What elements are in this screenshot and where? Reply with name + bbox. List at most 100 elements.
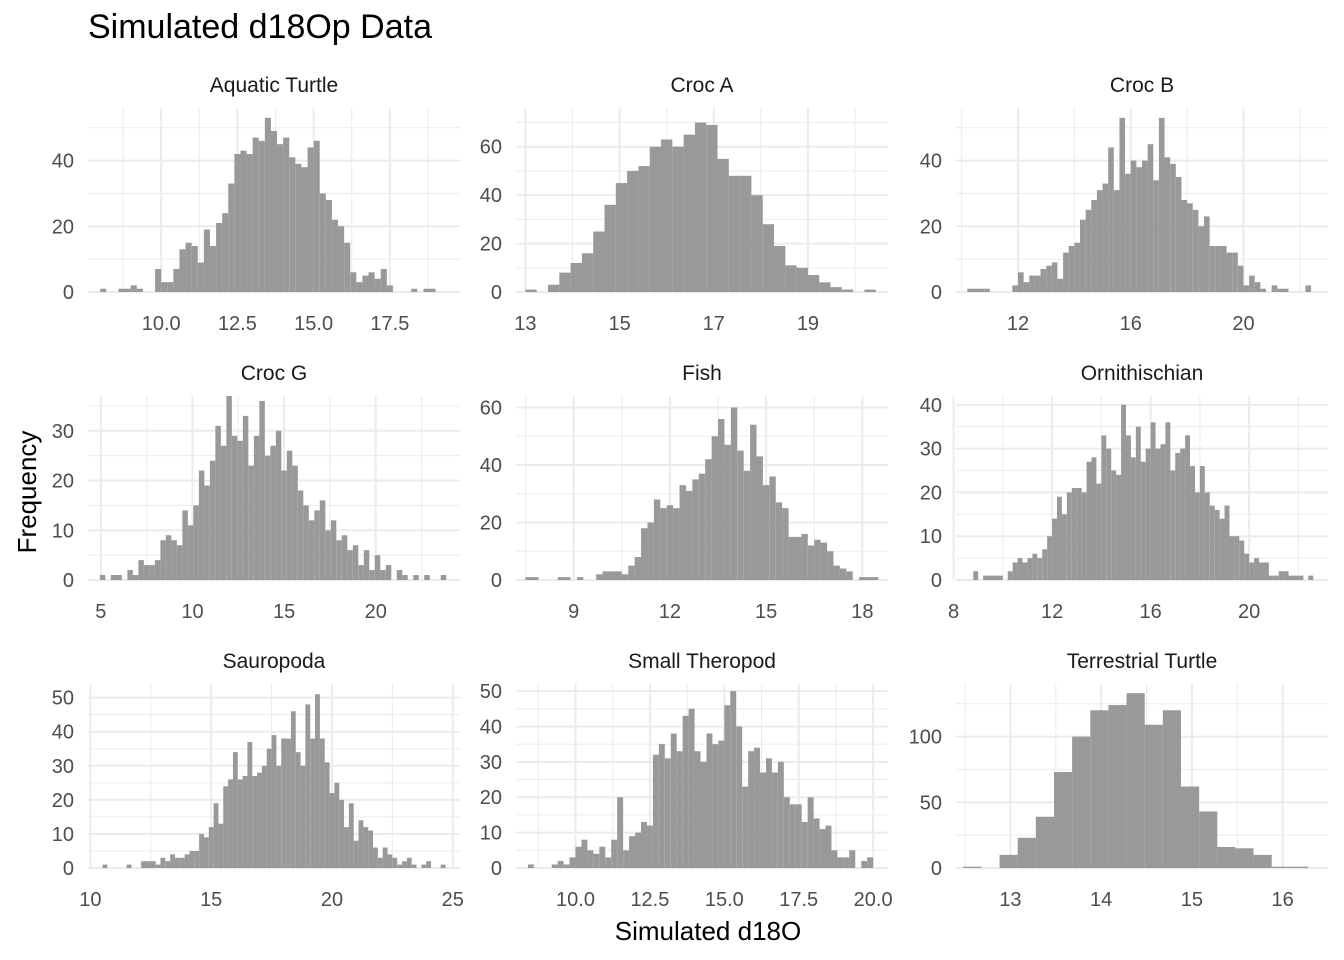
histogram-bar [102, 864, 108, 868]
histogram-bar [264, 455, 271, 580]
histogram-bar [1086, 461, 1092, 580]
histogram-bar [182, 510, 188, 580]
histogram-bar [736, 726, 743, 868]
histogram-bar [334, 782, 340, 868]
histogram-bar [228, 183, 235, 292]
histogram-bar [762, 224, 775, 292]
histogram-bar [277, 144, 284, 292]
y-tick-label: 30 [480, 752, 502, 774]
histogram-bar [706, 124, 718, 293]
histogram-bar [300, 765, 306, 868]
histogram-bar [1165, 422, 1171, 580]
x-tick-label: 15 [608, 313, 630, 335]
histogram-bar [319, 738, 325, 868]
histogram-bar [983, 575, 989, 580]
facet-panel: Terrestrial Turtle 13 14 15 16 0 50 100 [909, 650, 1328, 911]
histogram-bar [1085, 209, 1092, 292]
histogram-bar [525, 577, 533, 580]
histogram-bar [324, 762, 330, 868]
histogram-bar [1111, 470, 1117, 580]
histogram-bar [730, 407, 738, 580]
histogram-bar [1091, 200, 1097, 292]
histogram-bar [289, 157, 296, 292]
x-tick-label: 5 [95, 601, 106, 623]
histogram-bar [575, 846, 582, 868]
histogram-bar [640, 822, 647, 868]
histogram-bar [358, 820, 364, 868]
histogram-bar [329, 793, 335, 868]
panel-title: Fish [682, 362, 722, 385]
histogram-bar [801, 534, 808, 580]
histogram-bar [421, 864, 427, 868]
histogram-bar [649, 146, 662, 292]
histogram-bar [569, 857, 576, 868]
histogram-bar [638, 166, 650, 292]
histogram-bar [1046, 265, 1052, 292]
panel-title: Ornithischian [1081, 362, 1204, 385]
histogram-bar [1080, 219, 1086, 292]
histogram-bar [1022, 562, 1028, 580]
histogram-bar [1192, 209, 1199, 292]
facet-panel: Croc B 12 16 20 0 20 40 [920, 74, 1328, 335]
histogram-bar [664, 758, 671, 868]
histogram-bar [191, 246, 198, 292]
histogram-bar [676, 751, 683, 868]
y-tick-label: 60 [480, 398, 502, 420]
histogram-bar [557, 860, 564, 868]
histogram-bar [1090, 710, 1109, 868]
histogram-bar [167, 282, 174, 292]
histogram-bar [301, 167, 308, 292]
x-tick-label: 17.5 [370, 313, 409, 335]
histogram-bar [170, 854, 175, 868]
histogram-bar [1116, 474, 1122, 580]
histogram-bar [155, 864, 161, 868]
histogram-bar [629, 836, 636, 868]
histogram-bar [396, 570, 403, 580]
histogram-bar [387, 854, 393, 868]
histogram-bar [782, 508, 789, 580]
histogram-bar [240, 150, 247, 292]
x-tick-label: 9 [568, 601, 579, 623]
histogram-bar [1180, 448, 1186, 580]
panel-title: Croc G [241, 362, 308, 385]
histogram-bar [1305, 285, 1312, 292]
histogram-bar [377, 857, 383, 868]
histogram-bar [276, 765, 282, 868]
chart-title: Simulated d18Op Data [88, 8, 432, 46]
histogram-bar [347, 550, 353, 580]
histogram-bar [204, 485, 210, 580]
histogram-bar [813, 818, 820, 868]
histogram-bar [374, 555, 381, 580]
histogram-bar [1047, 536, 1053, 580]
histogram-bar [1219, 518, 1225, 580]
histogram-bar [774, 246, 786, 292]
x-tick-label: 25 [442, 889, 464, 911]
histogram-bar [1214, 509, 1220, 580]
histogram-bar [429, 288, 436, 292]
histogram-bar [1106, 448, 1112, 580]
histogram-bar [423, 288, 430, 292]
histogram-bar [1072, 736, 1091, 868]
x-tick-label: 20 [1232, 313, 1254, 335]
y-tick-label: 20 [52, 790, 74, 812]
histogram-bar [839, 568, 847, 580]
histogram-bar [203, 837, 209, 868]
histogram-bar [742, 786, 749, 868]
histogram-bar [325, 200, 332, 292]
histogram-bar [253, 435, 260, 580]
histogram-bar [194, 850, 200, 868]
histogram-bar [563, 864, 570, 868]
x-tick-label: 12 [659, 601, 681, 623]
histogram-bar [627, 170, 639, 292]
histogram-bar [174, 857, 180, 868]
histogram-bar [1194, 492, 1200, 580]
histogram-bar [1121, 404, 1126, 580]
histogram-bar [150, 861, 156, 868]
histogram-bar [1101, 435, 1107, 580]
histogram-bar [1071, 488, 1077, 580]
x-tick-label: 10.0 [142, 313, 181, 335]
y-tick-label: 40 [480, 185, 502, 207]
histogram-bar [1119, 117, 1126, 292]
histogram-bar [819, 282, 831, 292]
